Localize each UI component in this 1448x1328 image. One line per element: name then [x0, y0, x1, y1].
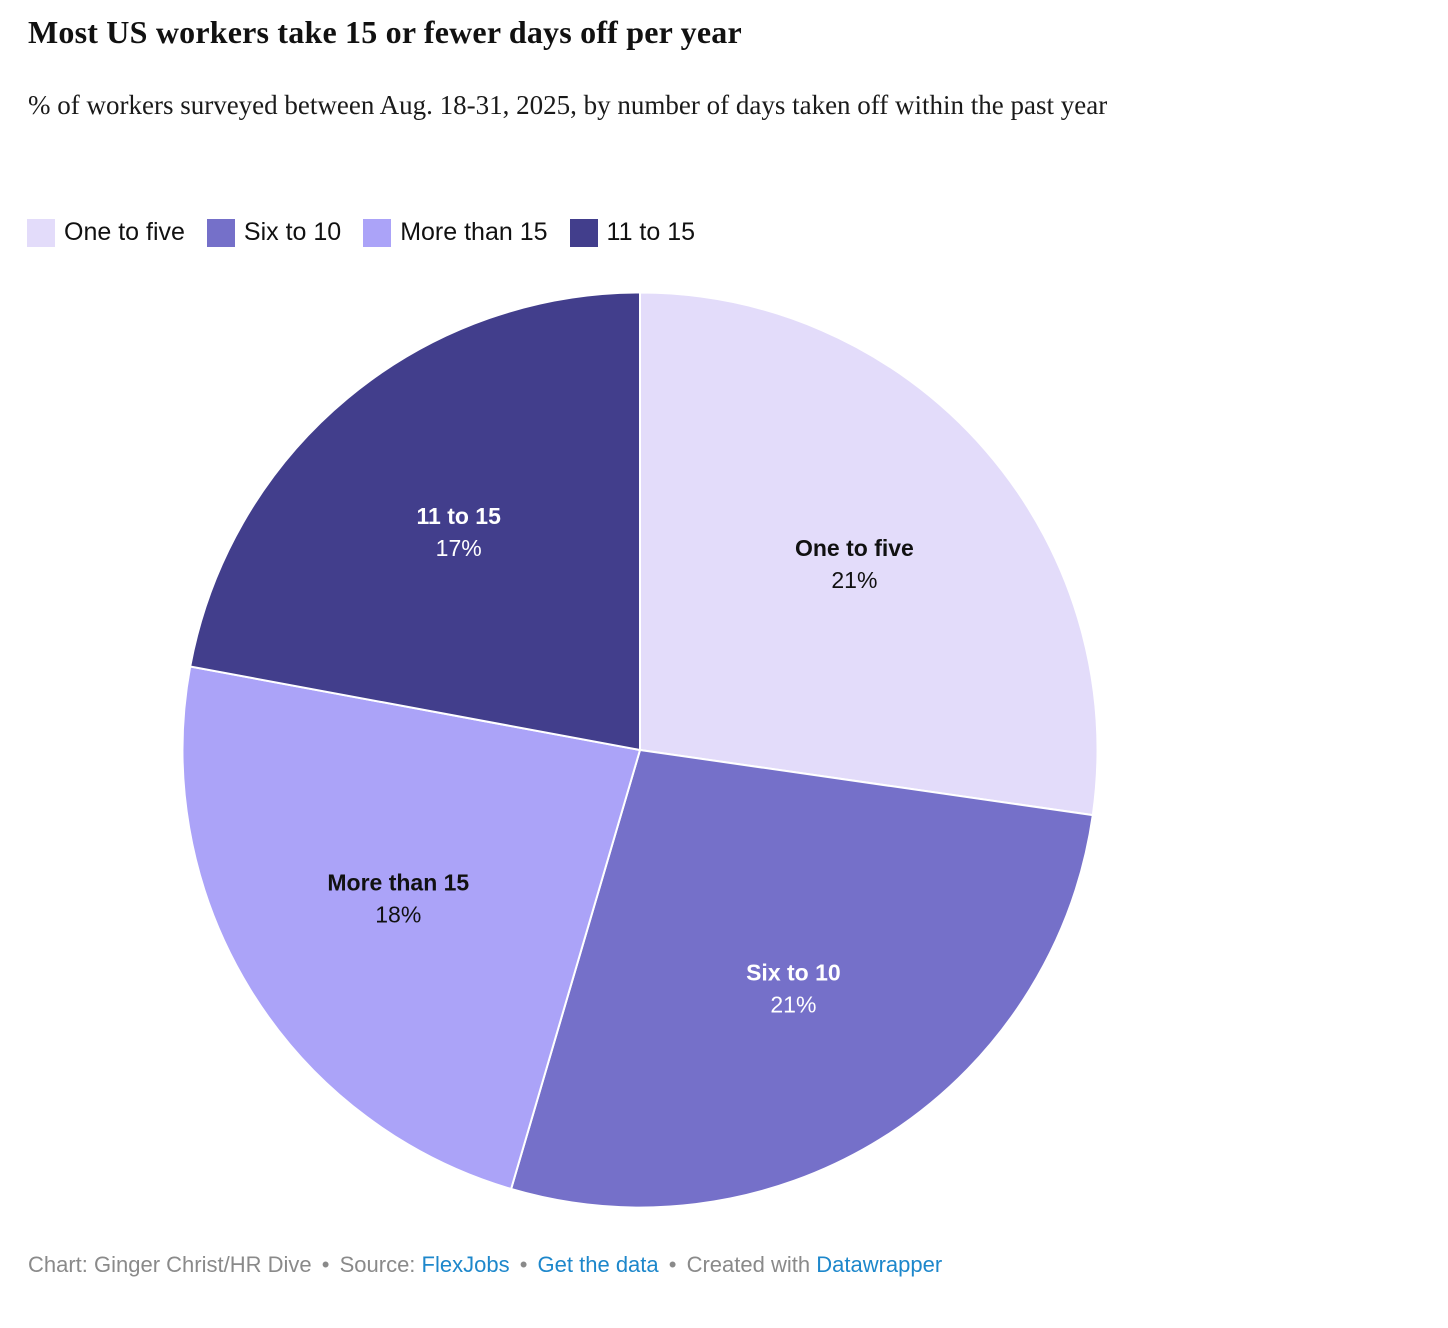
legend-item-more-than-15: More than 15	[363, 218, 548, 247]
slice-value-11-to-15: 17%	[436, 535, 482, 561]
source-link[interactable]: FlexJobs	[421, 1252, 510, 1277]
legend-label: One to five	[64, 218, 185, 246]
slice-value-more-than-15: 18%	[375, 902, 421, 928]
pie-slice-one-to-five[interactable]	[639, 291, 1099, 817]
legend-item-one-to-five: One to five	[27, 218, 185, 247]
legend: One to five Six to 10 More than 15 11 to 15	[27, 218, 695, 247]
legend-item-six-to-10: Six to 10	[206, 218, 342, 247]
footer-credit: Chart: Ginger Christ/HR Dive	[28, 1252, 312, 1277]
legend-swatch	[206, 218, 235, 247]
legend-swatch	[363, 218, 392, 247]
legend-swatch	[569, 218, 598, 247]
legend-item-11-to-15: 11 to 15	[569, 218, 696, 247]
pie-slice-11-to-15[interactable]	[189, 291, 641, 752]
footer-separator: •	[668, 1252, 677, 1277]
slice-label-six-to-10: Six to 10	[746, 960, 841, 986]
footer-separator: •	[321, 1252, 330, 1277]
slice-label-one-to-five: One to five	[795, 535, 914, 561]
chart-title: Most US workers take 15 or fewer days of…	[28, 14, 742, 50]
footer-separator: •	[519, 1252, 528, 1277]
legend-swatch	[27, 218, 55, 247]
datawrapper-link[interactable]: Datawrapper	[816, 1252, 943, 1277]
legend-label: More than 15	[400, 218, 548, 246]
pie-slice-more-than-15[interactable]	[181, 665, 642, 1191]
chart-subtitle: % of workers surveyed between Aug. 18-31…	[28, 90, 1108, 120]
created-with-label: Created with	[686, 1252, 811, 1277]
pie-slice-six-to-10[interactable]	[509, 748, 1094, 1209]
source-label: Source:	[339, 1252, 416, 1277]
footer: Chart: Ginger Christ/HR Dive • Source: F…	[28, 1252, 942, 1278]
get-data-link[interactable]: Get the data	[537, 1252, 659, 1277]
slice-label-11-to-15: 11 to 15	[417, 503, 502, 529]
slice-value-six-to-10: 21%	[770, 992, 816, 1018]
slice-value-one-to-five: 21%	[831, 567, 877, 593]
legend-label: 11 to 15	[606, 218, 696, 246]
legend-label: Six to 10	[243, 218, 342, 246]
pie-chart: One to five 21% Six to 10 21% More than 15 18…	[181, 291, 1099, 1209]
slice-label-more-than-15: More than 15	[327, 870, 469, 896]
